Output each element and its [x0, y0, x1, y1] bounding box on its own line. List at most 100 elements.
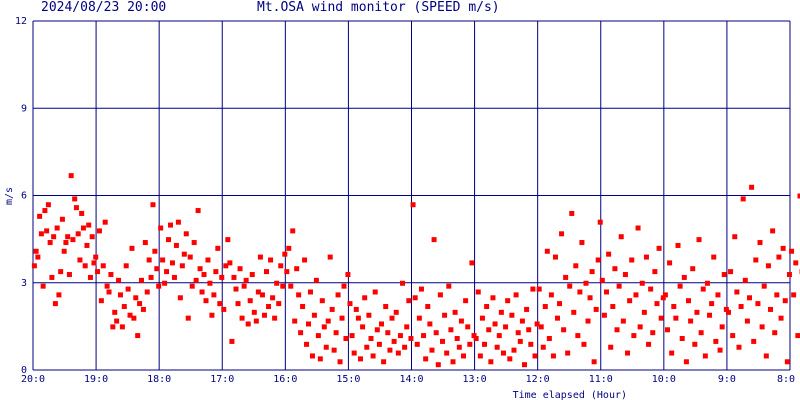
- wind-speed-point: [484, 304, 490, 310]
- wind-speed-point: [507, 356, 513, 362]
- wind-speed-point: [753, 257, 759, 263]
- wind-speed-point: [152, 248, 158, 254]
- wind-speed-point: [135, 333, 141, 339]
- wind-speed-point: [247, 298, 253, 304]
- wind-speed-point: [526, 327, 532, 333]
- wind-speed-point: [559, 231, 565, 237]
- wind-speed-point: [749, 184, 755, 190]
- wind-speed-point: [251, 309, 257, 315]
- wind-speed-point: [357, 356, 363, 362]
- wind-speed-point: [467, 341, 473, 347]
- wind-speed-point: [524, 306, 530, 312]
- wind-speed-point: [160, 257, 166, 263]
- wind-speed-point: [123, 263, 129, 269]
- wind-speed-point: [66, 272, 72, 278]
- wind-speed-point: [721, 272, 727, 278]
- wind-speed-point: [604, 289, 610, 295]
- wind-speed-point: [643, 254, 649, 260]
- wind-speed-point: [70, 237, 76, 243]
- wind-speed-point: [664, 327, 670, 333]
- wind-speed-point: [339, 315, 345, 321]
- wind-speed-point: [379, 321, 385, 327]
- wind-speed-point: [461, 353, 467, 359]
- wind-speed-point: [139, 277, 145, 283]
- wind-speed-point: [215, 245, 221, 251]
- wind-speed-point: [688, 318, 694, 324]
- wind-speed-point: [646, 341, 652, 347]
- wind-speed-point: [650, 330, 656, 336]
- wind-speed-point: [498, 309, 504, 315]
- wind-speed-point: [129, 245, 135, 251]
- wind-speed-point: [581, 341, 587, 347]
- wind-speed-point: [223, 263, 229, 269]
- wind-speed-point: [730, 333, 736, 339]
- wind-speed-point: [397, 333, 403, 339]
- wind-speed-point: [264, 269, 270, 275]
- wind-speed-point: [233, 286, 239, 292]
- wind-speed-point: [732, 234, 738, 240]
- wind-speed-point: [561, 327, 567, 333]
- wind-speed-point: [209, 312, 215, 318]
- wind-speed-point: [599, 277, 605, 283]
- wind-speed-point: [166, 237, 172, 243]
- wind-speed-point: [656, 245, 662, 251]
- wind-speed-point: [698, 330, 704, 336]
- wind-speed-point: [127, 312, 133, 318]
- wind-speed-point: [243, 277, 249, 283]
- wind-speed-point: [106, 289, 112, 295]
- wind-speed-point: [389, 315, 395, 321]
- wind-speed-point: [654, 301, 660, 307]
- wind-speed-point: [627, 298, 633, 304]
- wind-speed-point: [142, 240, 148, 246]
- x-tick-label: 19:0: [84, 374, 108, 385]
- wind-speed-point: [75, 231, 81, 237]
- wind-speed-point: [58, 269, 64, 275]
- wind-speed-point: [82, 263, 88, 269]
- y-tick-label: 9: [21, 103, 27, 114]
- wind-speed-point: [35, 254, 41, 260]
- x-tick-label: 10:0: [652, 374, 676, 385]
- wind-speed-point: [513, 292, 519, 298]
- wind-speed-point: [616, 283, 622, 289]
- wind-speed-point: [458, 318, 464, 324]
- wind-speed-point: [307, 289, 313, 295]
- wind-speed-point: [63, 240, 69, 246]
- wind-speed-point: [492, 321, 498, 327]
- wind-speed-point: [347, 301, 353, 307]
- wind-speed-point: [608, 344, 614, 350]
- x-axis-title: Time elapsed (Hour): [513, 390, 627, 400]
- wind-speed-point: [280, 283, 286, 289]
- wind-speed-point: [96, 228, 102, 234]
- wind-speed-point: [231, 274, 237, 280]
- wind-speed-point: [294, 266, 300, 272]
- wind-speed-point: [45, 202, 51, 208]
- wind-speed-point: [442, 312, 448, 318]
- wind-speed-point: [648, 286, 654, 292]
- wind-speed-point: [479, 315, 485, 321]
- wind-speed-point: [667, 260, 673, 266]
- wind-speed-point: [496, 333, 502, 339]
- wind-speed-point: [563, 274, 569, 280]
- wind-speed-point: [761, 283, 767, 289]
- wind-speed-point: [784, 359, 790, 365]
- wind-speed-point: [444, 350, 450, 356]
- wind-speed-point: [189, 283, 195, 289]
- wind-speed-point: [239, 315, 245, 321]
- wind-speed-point: [169, 260, 175, 266]
- wind-speed-point: [575, 333, 581, 339]
- wind-speed-point: [709, 301, 715, 307]
- wind-speed-point: [183, 231, 189, 237]
- axis-labels: 0 3 6 9 12 20:0 19:0 18:0 17:0 16:0 15:0 14:0 13:0 12…: [4, 16, 795, 400]
- wind-speed-point: [765, 263, 771, 269]
- wind-speed-point: [327, 254, 333, 260]
- wind-speed-point: [31, 263, 37, 269]
- wind-speed-point: [368, 336, 374, 342]
- wind-speed-point: [164, 269, 170, 275]
- wind-speed-point: [313, 277, 319, 283]
- wind-speed-point: [488, 359, 494, 365]
- wind-speed-point: [292, 318, 298, 324]
- wind-speed-point: [408, 336, 414, 342]
- wind-speed-point: [546, 336, 552, 342]
- wind-speed-point: [173, 242, 179, 248]
- wind-speed-point: [402, 344, 408, 350]
